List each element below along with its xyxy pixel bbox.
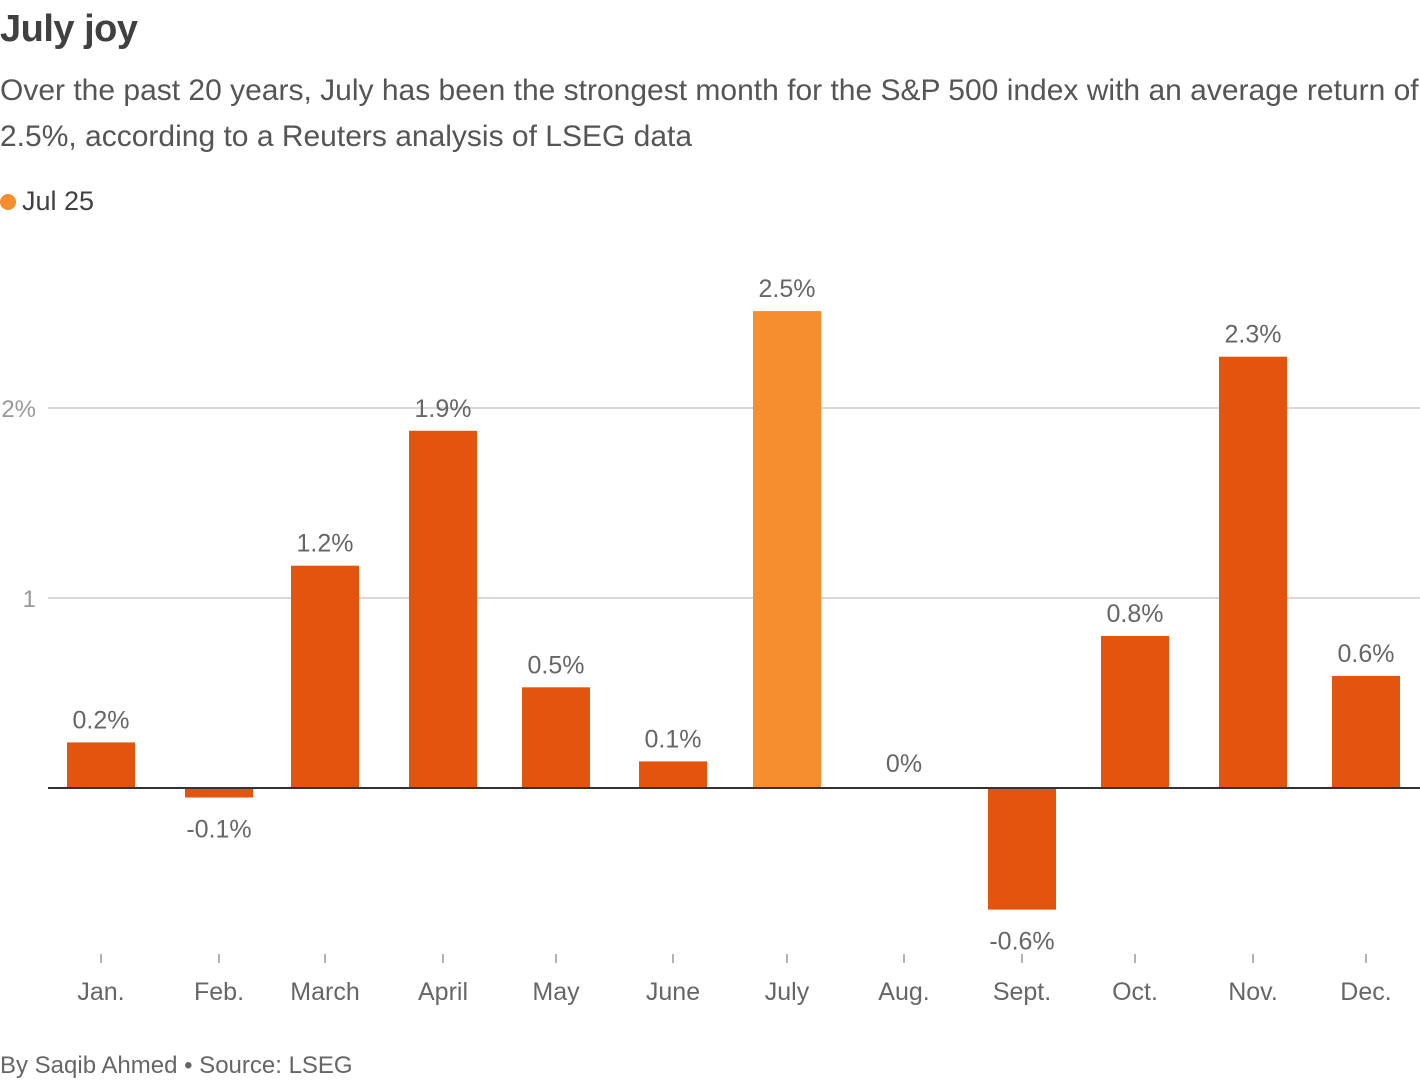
source-credit: By Saqib Ahmed • Source: LSEG bbox=[0, 1052, 353, 1079]
data-label: 0.2% bbox=[73, 706, 130, 734]
bar bbox=[1332, 675, 1400, 788]
data-label: 0.8% bbox=[1107, 600, 1164, 628]
bar bbox=[1219, 356, 1287, 788]
y-tick-label: 2% bbox=[1, 396, 36, 423]
x-tick-label: Feb. bbox=[194, 978, 244, 1006]
data-label: -0.1% bbox=[186, 816, 251, 844]
data-label: -0.6% bbox=[989, 928, 1054, 956]
bar bbox=[1101, 636, 1169, 788]
x-tick-label: June bbox=[646, 978, 700, 1006]
x-tick-label: Dec. bbox=[1340, 978, 1391, 1006]
legend-dot-icon bbox=[0, 193, 16, 210]
x-tick-label: Jan. bbox=[77, 978, 124, 1006]
chart-title: July joy bbox=[0, 8, 138, 50]
bar bbox=[639, 761, 707, 788]
bar bbox=[753, 311, 821, 788]
data-label: 2.3% bbox=[1225, 321, 1282, 349]
data-label: 0.1% bbox=[645, 725, 702, 753]
chart-subtitle: Over the past 20 years, July has been th… bbox=[0, 74, 1419, 153]
bar bbox=[291, 565, 359, 788]
x-tick-label: Aug. bbox=[878, 978, 929, 1006]
y-tick-label: 1 bbox=[23, 586, 36, 613]
x-tick-label: Oct. bbox=[1112, 978, 1158, 1006]
data-label: 2.5% bbox=[759, 275, 816, 303]
bar bbox=[522, 687, 590, 788]
data-label: 0.6% bbox=[1338, 640, 1395, 668]
data-label: 1.9% bbox=[415, 395, 472, 423]
data-label: 0.5% bbox=[528, 651, 585, 679]
x-tick-label: July bbox=[765, 978, 810, 1006]
bar bbox=[409, 430, 477, 788]
bar bbox=[67, 742, 135, 788]
legend: Jul 25 bbox=[0, 186, 94, 217]
x-tick-label: Nov. bbox=[1228, 978, 1278, 1006]
legend-label: Jul 25 bbox=[22, 186, 95, 216]
x-tick-label: April bbox=[418, 978, 468, 1006]
data-label: 0% bbox=[886, 750, 922, 778]
data-label: 1.2% bbox=[297, 530, 354, 558]
x-tick-label: March bbox=[290, 978, 359, 1006]
x-tick-label: Sept. bbox=[993, 978, 1051, 1006]
bar bbox=[988, 788, 1056, 910]
x-tick-label: May bbox=[532, 978, 580, 1006]
bar bbox=[185, 788, 253, 798]
